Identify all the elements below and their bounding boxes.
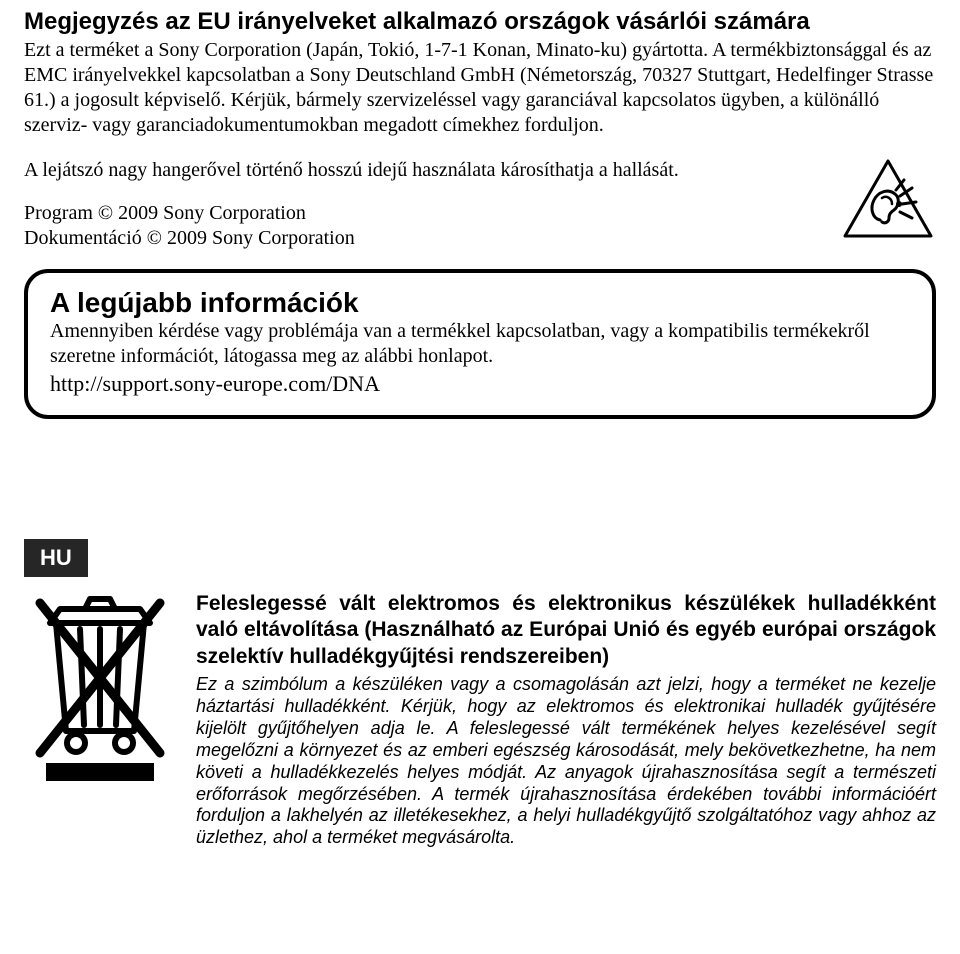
weee-title: Feleslegessé vált elektromos és elektron… xyxy=(196,591,936,670)
eu-notice-heading: Megjegyzés az EU irányelveket alkalmazó … xyxy=(24,8,936,36)
hearing-warning: A lejátszó nagy hangerővel történő hossz… xyxy=(24,158,828,183)
hearing-damage-icon xyxy=(842,158,934,240)
documentation-copyright: Dokumentáció © 2009 Sony Corporation xyxy=(24,226,828,251)
latest-info-url: http://support.sony-europe.com/DNA xyxy=(50,371,910,397)
language-badge: HU xyxy=(24,539,88,577)
hearing-section: A lejátszó nagy hangerővel történő hossz… xyxy=(24,158,936,251)
weee-section: Feleslegessé vált elektromos és elektron… xyxy=(24,591,936,849)
weee-body: Ez a szimbólum a készüléken vagy a csoma… xyxy=(196,674,936,850)
latest-info-title: A legújabb információk xyxy=(50,287,910,319)
eu-notice-paragraph: Ezt a terméket a Sony Corporation (Japán… xyxy=(24,38,936,138)
program-copyright: Program © 2009 Sony Corporation xyxy=(24,201,828,226)
weee-bin-icon xyxy=(30,595,170,785)
latest-info-body: Amennyiben kérdése vagy problémája van a… xyxy=(50,319,910,369)
latest-info-box: A legújabb információk Amennyiben kérdés… xyxy=(24,269,936,419)
